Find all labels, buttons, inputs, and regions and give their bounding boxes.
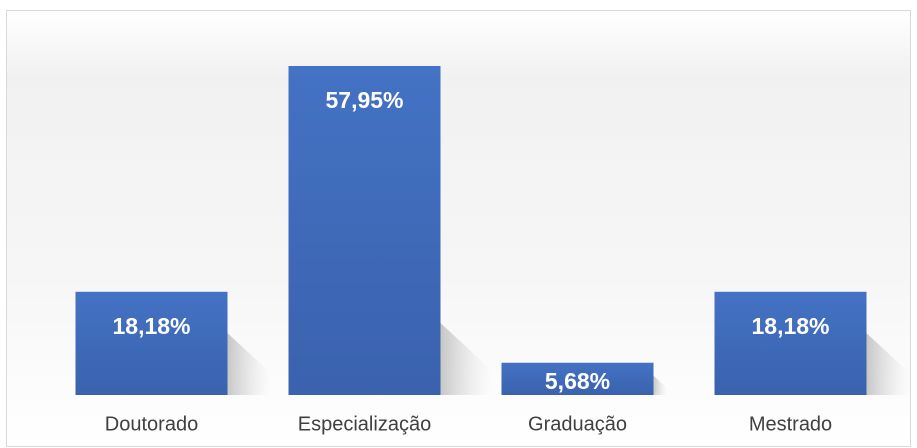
- bar-shadow: [653, 375, 668, 395]
- bar: [75, 291, 228, 395]
- x-tick-label: Mestrado: [749, 413, 832, 435]
- x-tick-label: Especialização: [298, 413, 431, 435]
- bar: [714, 291, 867, 395]
- value-label: 18,18%: [751, 313, 829, 339]
- bar: [288, 66, 441, 395]
- value-label: 5,68%: [545, 368, 610, 394]
- value-label: 57,95%: [325, 87, 403, 113]
- bar-shadow: [440, 323, 491, 395]
- x-tick-label: Graduação: [528, 413, 627, 435]
- x-tick-label: Doutorado: [105, 413, 198, 435]
- bar-shadow: [227, 333, 271, 395]
- value-label: 18,18%: [112, 313, 190, 339]
- bar: [501, 362, 654, 395]
- bar-shadow: [866, 333, 910, 395]
